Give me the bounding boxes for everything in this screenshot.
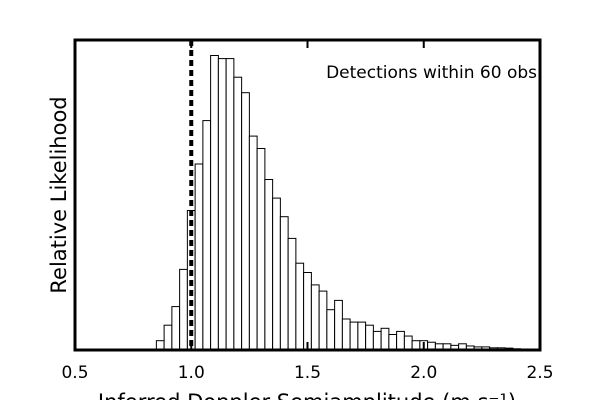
bar xyxy=(264,179,274,351)
bar xyxy=(287,237,297,351)
bar xyxy=(349,321,359,351)
bar xyxy=(372,330,382,351)
x-tick-label: 2.5 xyxy=(526,363,553,383)
x-tick-label: 1.5 xyxy=(294,363,321,383)
bar xyxy=(334,299,343,351)
bar xyxy=(241,92,250,351)
bar xyxy=(396,330,405,351)
bar xyxy=(171,306,181,351)
bar xyxy=(194,163,204,351)
x-tick-label: 0.5 xyxy=(61,363,88,383)
bar xyxy=(225,58,235,351)
bar xyxy=(163,324,173,351)
bar xyxy=(295,262,305,351)
bar xyxy=(233,76,243,351)
x-axis-label: Inferred Doppler Semiamplitude (m s⁻¹) xyxy=(98,390,516,400)
bar xyxy=(256,148,266,351)
bar xyxy=(202,120,212,351)
bar xyxy=(341,318,351,351)
annotation: Detections within 60 obs xyxy=(326,63,537,83)
bar xyxy=(248,135,258,351)
bar xyxy=(272,197,281,351)
bar xyxy=(303,272,312,351)
bar xyxy=(210,55,219,351)
y-axis-label: Relative Likelihood xyxy=(47,96,71,293)
x-tick-label: 1.0 xyxy=(178,363,205,383)
bar xyxy=(380,327,390,351)
bar xyxy=(179,268,188,351)
bar xyxy=(217,58,227,351)
bar xyxy=(365,324,374,351)
bar xyxy=(318,290,328,351)
bar xyxy=(279,216,289,351)
bar xyxy=(310,284,320,351)
x-tick-label: 2.0 xyxy=(410,363,437,383)
bar xyxy=(403,335,413,351)
bar xyxy=(357,321,367,351)
bar xyxy=(326,309,336,351)
bar xyxy=(388,334,398,351)
